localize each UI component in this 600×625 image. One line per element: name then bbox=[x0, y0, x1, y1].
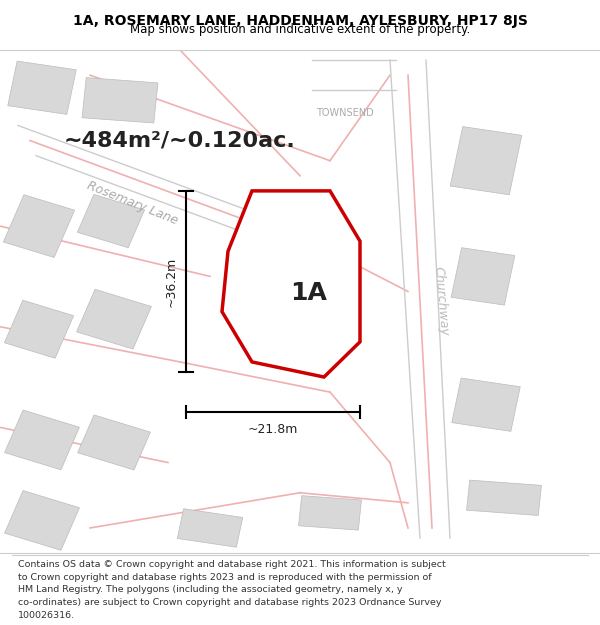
Bar bbox=[4, 195, 74, 258]
Text: to Crown copyright and database rights 2023 and is reproduced with the permissio: to Crown copyright and database rights 2… bbox=[18, 573, 431, 582]
Text: Map shows position and indicative extent of the property.: Map shows position and indicative extent… bbox=[130, 23, 470, 36]
Text: 1A: 1A bbox=[290, 281, 328, 306]
Bar bbox=[178, 509, 242, 548]
Bar bbox=[77, 289, 151, 349]
Bar bbox=[467, 480, 541, 516]
Bar bbox=[451, 248, 515, 305]
Text: TOWNSEND: TOWNSEND bbox=[316, 108, 374, 118]
Text: ~484m²/~0.120ac.: ~484m²/~0.120ac. bbox=[64, 131, 296, 151]
Text: HM Land Registry. The polygons (including the associated geometry, namely x, y: HM Land Registry. The polygons (includin… bbox=[18, 586, 403, 594]
Text: ~21.8m: ~21.8m bbox=[248, 423, 298, 436]
Text: co-ordinates) are subject to Crown copyright and database rights 2023 Ordnance S: co-ordinates) are subject to Crown copyr… bbox=[18, 598, 442, 607]
Text: ~36.2m: ~36.2m bbox=[164, 256, 178, 306]
Text: 100026316.: 100026316. bbox=[18, 611, 75, 619]
Bar bbox=[299, 496, 361, 530]
Bar bbox=[5, 410, 79, 470]
Bar bbox=[452, 378, 520, 431]
Bar bbox=[8, 61, 76, 114]
Bar bbox=[450, 127, 522, 195]
Bar bbox=[5, 491, 79, 550]
Text: Churchway: Churchway bbox=[431, 266, 451, 337]
Bar bbox=[252, 241, 324, 312]
Bar bbox=[4, 300, 74, 358]
Bar bbox=[77, 415, 151, 470]
Text: Rosemary Lane: Rosemary Lane bbox=[85, 179, 179, 228]
Text: 1A, ROSEMARY LANE, HADDENHAM, AYLESBURY, HP17 8JS: 1A, ROSEMARY LANE, HADDENHAM, AYLESBURY,… bbox=[73, 14, 527, 28]
Text: Contains OS data © Crown copyright and database right 2021. This information is : Contains OS data © Crown copyright and d… bbox=[18, 560, 446, 569]
Bar bbox=[77, 194, 145, 248]
Polygon shape bbox=[222, 191, 360, 377]
Bar bbox=[82, 78, 158, 123]
